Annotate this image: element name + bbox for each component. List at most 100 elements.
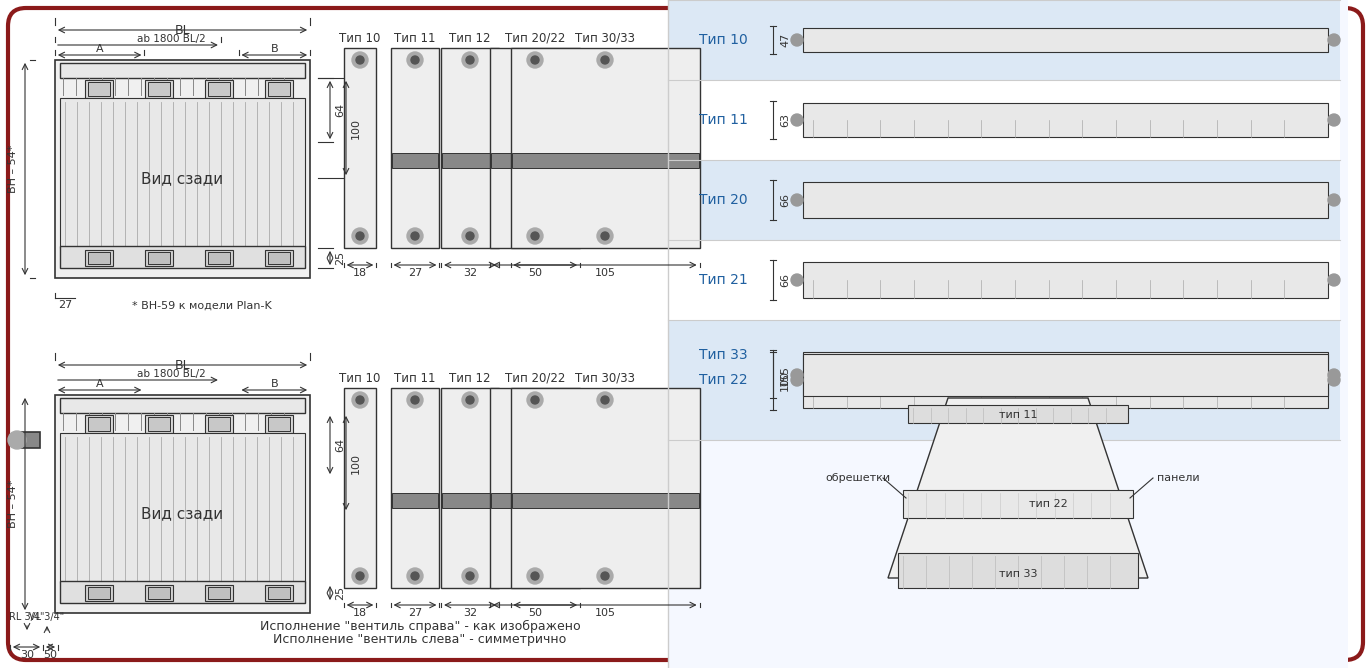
Circle shape bbox=[791, 194, 803, 206]
Text: 47: 47 bbox=[780, 33, 790, 47]
Polygon shape bbox=[888, 398, 1148, 578]
Bar bbox=[208, 417, 230, 431]
Circle shape bbox=[462, 392, 478, 408]
Text: B: B bbox=[270, 379, 278, 389]
Bar bbox=[148, 587, 170, 599]
Text: Тип 11: Тип 11 bbox=[699, 113, 747, 127]
Text: 66: 66 bbox=[780, 193, 790, 207]
Circle shape bbox=[600, 232, 609, 240]
Bar bbox=[510, 388, 699, 588]
Circle shape bbox=[407, 568, 424, 584]
Bar bbox=[60, 63, 304, 78]
Bar bbox=[344, 388, 376, 588]
Text: 18: 18 bbox=[352, 608, 367, 618]
Bar bbox=[668, 160, 1339, 240]
Bar bbox=[344, 48, 376, 248]
Bar bbox=[21, 432, 40, 448]
Text: 32: 32 bbox=[463, 268, 477, 278]
Circle shape bbox=[352, 52, 367, 68]
Circle shape bbox=[462, 568, 478, 584]
Text: ВН – 54*: ВН – 54* bbox=[8, 480, 18, 528]
Text: BL: BL bbox=[174, 23, 191, 37]
Text: Тип 30/33: Тип 30/33 bbox=[574, 31, 635, 45]
Circle shape bbox=[352, 228, 367, 244]
Text: VL 3/4": VL 3/4" bbox=[29, 612, 64, 622]
Bar bbox=[489, 48, 580, 248]
Circle shape bbox=[596, 228, 613, 244]
Bar bbox=[208, 82, 230, 96]
Circle shape bbox=[791, 114, 803, 126]
Text: 50: 50 bbox=[528, 268, 542, 278]
Text: Вид сзади: Вид сзади bbox=[141, 506, 223, 522]
Text: 32: 32 bbox=[463, 608, 477, 618]
Circle shape bbox=[531, 56, 539, 64]
Bar bbox=[88, 587, 110, 599]
Circle shape bbox=[356, 572, 363, 580]
Circle shape bbox=[791, 369, 803, 381]
Text: Тип 20: Тип 20 bbox=[699, 193, 747, 207]
Bar bbox=[208, 587, 230, 599]
Circle shape bbox=[462, 52, 478, 68]
Text: Тип 11: Тип 11 bbox=[395, 371, 436, 385]
Bar bbox=[265, 415, 293, 433]
Circle shape bbox=[531, 396, 539, 404]
Text: A: A bbox=[96, 44, 103, 54]
Bar bbox=[441, 388, 499, 588]
Bar bbox=[60, 433, 304, 583]
Circle shape bbox=[526, 52, 543, 68]
Text: Тип 12: Тип 12 bbox=[450, 371, 491, 385]
Text: 64: 64 bbox=[335, 438, 345, 452]
Text: Тип 11: Тип 11 bbox=[395, 31, 436, 45]
Circle shape bbox=[352, 568, 367, 584]
Text: тип 22: тип 22 bbox=[1028, 499, 1068, 509]
Bar bbox=[392, 153, 439, 168]
Bar bbox=[903, 490, 1132, 518]
Text: 25: 25 bbox=[335, 251, 345, 265]
Text: 63: 63 bbox=[780, 113, 790, 127]
Text: 50: 50 bbox=[528, 608, 542, 618]
Circle shape bbox=[352, 392, 367, 408]
Text: Тип 22: Тип 22 bbox=[699, 373, 747, 387]
Circle shape bbox=[466, 572, 474, 580]
Bar bbox=[85, 250, 112, 266]
Text: 105: 105 bbox=[595, 268, 616, 278]
Bar bbox=[85, 415, 112, 433]
Circle shape bbox=[462, 228, 478, 244]
Text: 27: 27 bbox=[409, 608, 422, 618]
Circle shape bbox=[411, 396, 420, 404]
Text: RL 3/4": RL 3/4" bbox=[10, 612, 45, 622]
Circle shape bbox=[356, 396, 363, 404]
Circle shape bbox=[526, 228, 543, 244]
Bar bbox=[145, 585, 173, 601]
Text: 27: 27 bbox=[409, 268, 422, 278]
Circle shape bbox=[356, 56, 363, 64]
Text: 100: 100 bbox=[351, 118, 361, 138]
Bar bbox=[443, 153, 498, 168]
Text: 100: 100 bbox=[351, 452, 361, 474]
Circle shape bbox=[526, 392, 543, 408]
Circle shape bbox=[596, 568, 613, 584]
Bar bbox=[60, 98, 304, 248]
Bar bbox=[803, 28, 1328, 52]
Bar bbox=[668, 0, 1339, 80]
Bar bbox=[267, 417, 291, 431]
Bar bbox=[85, 585, 112, 601]
Circle shape bbox=[1328, 34, 1339, 46]
Text: * ВН-59 к модели Plan-K: * ВН-59 к модели Plan-K bbox=[132, 301, 271, 311]
Circle shape bbox=[596, 52, 613, 68]
Bar bbox=[145, 250, 173, 266]
Circle shape bbox=[531, 572, 539, 580]
Text: обрешетки: обрешетки bbox=[825, 473, 891, 483]
Circle shape bbox=[596, 392, 613, 408]
Bar bbox=[85, 80, 112, 98]
Bar bbox=[511, 493, 698, 508]
Circle shape bbox=[1328, 194, 1339, 206]
Text: ВН – 54*: ВН – 54* bbox=[8, 145, 18, 193]
Text: 66: 66 bbox=[780, 273, 790, 287]
Circle shape bbox=[466, 232, 474, 240]
Bar bbox=[392, 493, 439, 508]
Bar bbox=[88, 82, 110, 96]
Text: тип 11: тип 11 bbox=[998, 410, 1038, 420]
Circle shape bbox=[407, 392, 424, 408]
Bar bbox=[668, 320, 1339, 440]
